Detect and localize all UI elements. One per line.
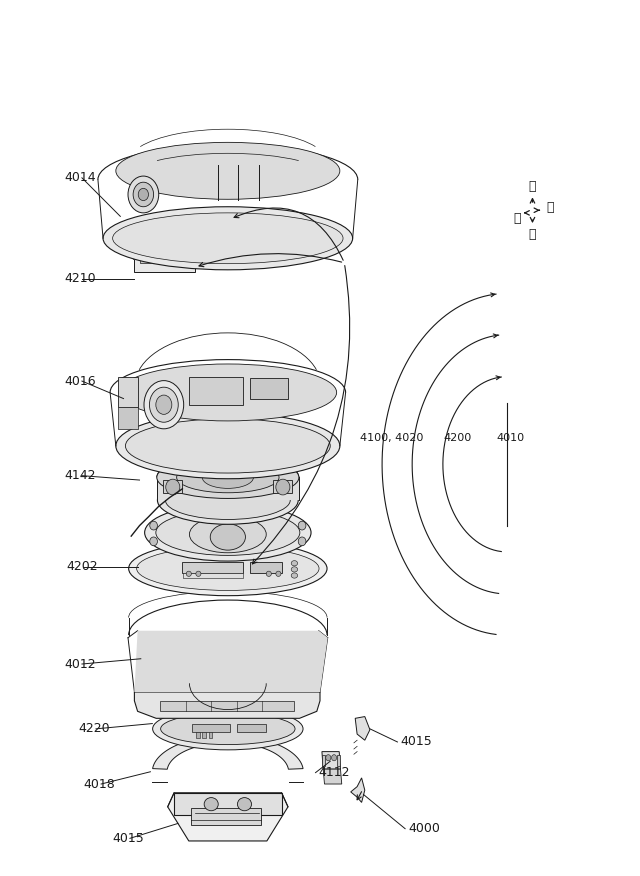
Text: 4142: 4142 (64, 470, 95, 482)
Text: 4012: 4012 (64, 658, 95, 670)
Polygon shape (134, 631, 328, 692)
Ellipse shape (157, 456, 299, 498)
Text: 4014: 4014 (64, 172, 95, 184)
Polygon shape (152, 736, 303, 769)
Ellipse shape (276, 571, 281, 576)
Ellipse shape (113, 213, 343, 264)
Polygon shape (351, 778, 365, 802)
Ellipse shape (291, 573, 298, 578)
Polygon shape (337, 755, 340, 766)
Ellipse shape (177, 463, 279, 492)
Polygon shape (322, 752, 340, 769)
Text: 4000: 4000 (408, 823, 440, 835)
Text: 4112: 4112 (319, 766, 350, 779)
Polygon shape (134, 238, 195, 245)
Text: 4015: 4015 (401, 736, 433, 748)
Polygon shape (118, 407, 138, 429)
Ellipse shape (116, 413, 340, 478)
Text: 4015: 4015 (112, 832, 144, 844)
Polygon shape (192, 724, 230, 732)
Polygon shape (250, 378, 288, 399)
Ellipse shape (103, 207, 353, 270)
Ellipse shape (137, 547, 319, 590)
Text: 4016: 4016 (64, 375, 95, 387)
Polygon shape (237, 724, 266, 732)
Ellipse shape (156, 510, 300, 555)
Polygon shape (118, 377, 138, 407)
Text: 4210: 4210 (64, 272, 95, 285)
Text: 後: 後 (547, 201, 554, 214)
Ellipse shape (144, 381, 184, 429)
Ellipse shape (157, 477, 298, 524)
Polygon shape (189, 377, 243, 405)
Ellipse shape (166, 479, 180, 495)
Text: 4010: 4010 (496, 433, 524, 443)
Ellipse shape (332, 754, 337, 760)
Ellipse shape (298, 521, 306, 530)
Ellipse shape (150, 521, 157, 530)
Polygon shape (322, 755, 325, 766)
Ellipse shape (152, 708, 303, 750)
Polygon shape (196, 732, 200, 738)
FancyArrowPatch shape (234, 208, 343, 260)
Ellipse shape (125, 419, 330, 473)
Ellipse shape (202, 467, 253, 489)
Ellipse shape (128, 176, 159, 213)
Ellipse shape (161, 713, 295, 745)
Polygon shape (163, 480, 182, 493)
Polygon shape (134, 245, 195, 272)
Ellipse shape (119, 364, 337, 421)
Ellipse shape (266, 571, 271, 576)
Ellipse shape (326, 754, 331, 760)
Ellipse shape (291, 567, 298, 572)
Ellipse shape (150, 387, 178, 422)
Text: 4220: 4220 (78, 723, 109, 735)
Polygon shape (140, 241, 150, 248)
Text: 4100, 4020: 4100, 4020 (360, 433, 424, 443)
Polygon shape (191, 808, 261, 825)
Ellipse shape (237, 797, 252, 811)
Ellipse shape (186, 571, 191, 576)
Polygon shape (250, 562, 282, 573)
Ellipse shape (156, 395, 172, 414)
Text: 上: 上 (529, 180, 536, 193)
Polygon shape (183, 573, 243, 578)
Ellipse shape (276, 479, 290, 495)
Polygon shape (182, 562, 243, 573)
Polygon shape (209, 732, 212, 738)
Polygon shape (174, 793, 282, 815)
Ellipse shape (116, 142, 340, 200)
Polygon shape (133, 249, 138, 259)
Ellipse shape (204, 797, 218, 811)
Ellipse shape (291, 561, 298, 566)
Text: 4018: 4018 (83, 778, 115, 790)
Polygon shape (355, 717, 370, 740)
Polygon shape (168, 793, 288, 841)
Polygon shape (202, 732, 206, 738)
Text: 下: 下 (529, 229, 536, 241)
FancyArrowPatch shape (199, 254, 342, 266)
Ellipse shape (138, 188, 148, 201)
Ellipse shape (133, 182, 154, 207)
Ellipse shape (150, 537, 157, 546)
Text: 4200: 4200 (444, 433, 472, 443)
Polygon shape (160, 701, 294, 711)
Polygon shape (140, 250, 154, 263)
Text: 前: 前 (513, 213, 521, 225)
FancyArrowPatch shape (252, 265, 349, 564)
Polygon shape (134, 692, 320, 718)
Text: 4202: 4202 (66, 561, 97, 573)
Polygon shape (323, 769, 342, 784)
Ellipse shape (210, 524, 245, 550)
Polygon shape (157, 477, 299, 500)
Ellipse shape (196, 571, 201, 576)
Polygon shape (273, 480, 292, 493)
Ellipse shape (165, 481, 291, 519)
Ellipse shape (298, 537, 306, 546)
Ellipse shape (129, 541, 327, 596)
Ellipse shape (189, 516, 266, 553)
Ellipse shape (145, 504, 311, 562)
